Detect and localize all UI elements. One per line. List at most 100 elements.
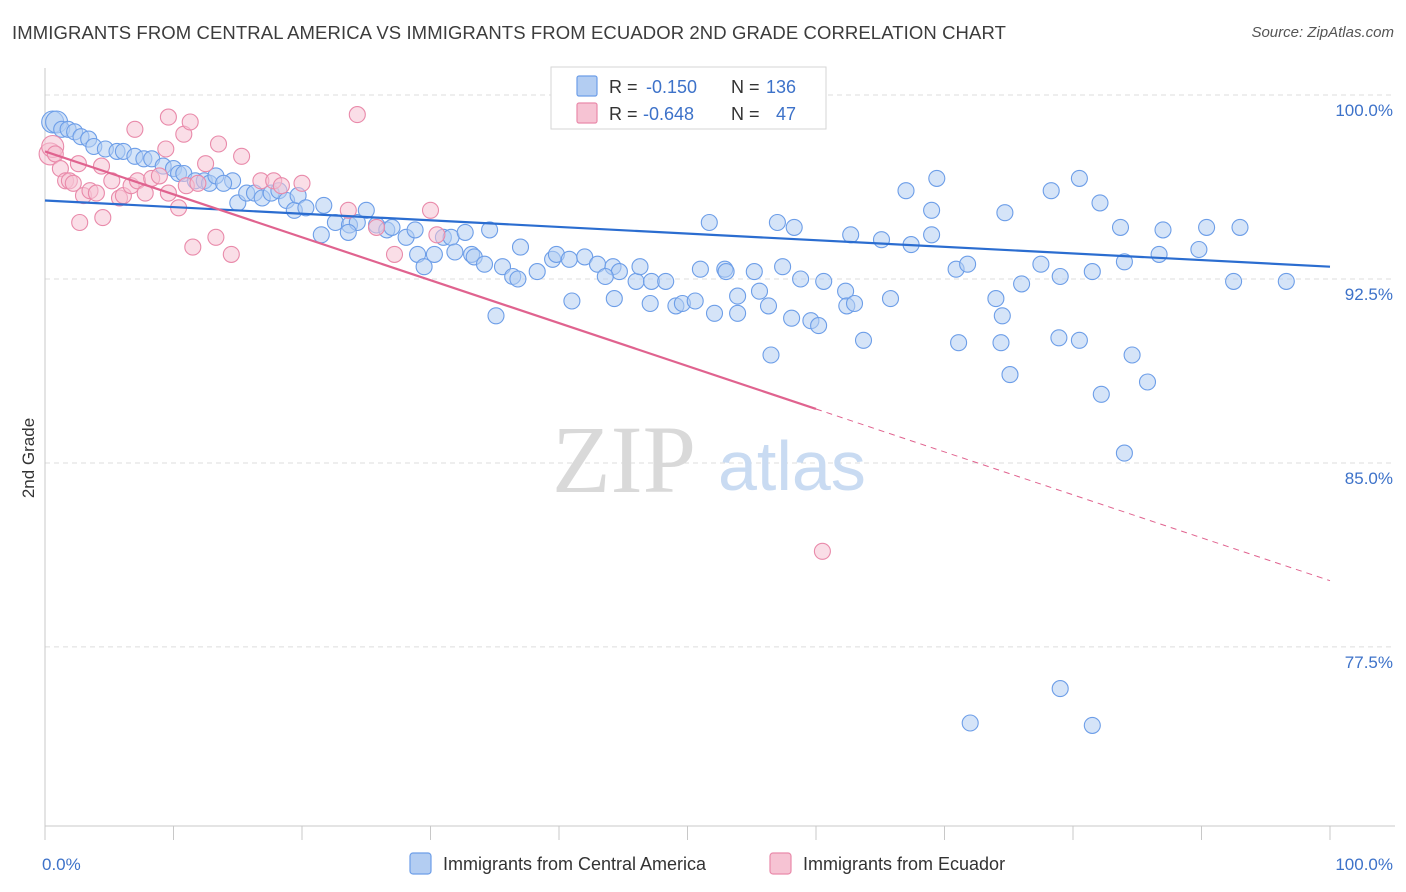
point-central-america (705, 304, 724, 322)
point-central-america (605, 290, 623, 308)
point-ecuador (189, 174, 207, 192)
point-central-america (627, 272, 645, 290)
point-central-america (923, 201, 941, 219)
point-central-america (481, 221, 499, 239)
point-central-america (717, 263, 735, 281)
point-ecuador (293, 174, 311, 192)
point-central-america (560, 250, 578, 268)
point-central-america (691, 260, 709, 278)
point-central-america (425, 245, 443, 263)
point-ecuador (233, 147, 251, 165)
legend-r-value-ecuador: -0.648 (643, 104, 694, 124)
point-central-america (339, 223, 357, 241)
legend-n-value-central-america: 136 (766, 77, 796, 97)
point-central-america (768, 213, 786, 232)
point-central-america (750, 282, 769, 300)
point-ecuador (181, 113, 199, 131)
stats-legend: R = -0.150 N = 136 R = -0.648 N = 47 (550, 66, 827, 130)
point-ecuador (64, 174, 82, 192)
point-ecuador (94, 209, 112, 227)
point-central-america (815, 272, 833, 290)
point-central-america (596, 267, 614, 286)
point-ecuador (421, 201, 440, 219)
point-central-america (987, 290, 1005, 308)
watermark-zip: ZIP (552, 406, 696, 513)
legend-n-label: N = (731, 77, 760, 97)
point-ecuador (126, 120, 144, 138)
point-central-america (729, 287, 747, 305)
point-ecuador (184, 238, 202, 256)
point-central-america (383, 218, 401, 236)
point-central-america (1277, 272, 1295, 290)
point-central-america (509, 270, 527, 288)
y-tick-labels: 100.0% 92.5% 85.0% 77.5% (1335, 101, 1393, 672)
legend-r-label: R = (609, 77, 638, 97)
point-ecuador (813, 542, 831, 560)
point-central-america (1190, 240, 1208, 259)
x-tick-labels: 0.0% 100.0% (42, 855, 1393, 874)
point-central-america (1115, 253, 1133, 271)
watermark: ZIP atlas (552, 406, 866, 513)
point-ecuador (348, 106, 366, 124)
point-central-america (475, 255, 494, 273)
point-central-america (686, 292, 704, 310)
trend-line-ecuador (44, 150, 817, 411)
point-central-america (842, 226, 860, 244)
point-central-america (1042, 182, 1060, 200)
point-central-america (785, 218, 803, 236)
chart-title: IMMIGRANTS FROM CENTRAL AMERICA VS IMMIG… (12, 22, 1006, 43)
point-central-america (872, 231, 891, 249)
point-central-america (657, 272, 675, 290)
chart-source: Source: ZipAtlas.com (1251, 24, 1394, 41)
point-central-america (961, 714, 979, 732)
point-central-america (745, 263, 763, 281)
point-central-america (576, 248, 594, 266)
bottom-legend-swatch-central-america (409, 852, 432, 875)
legend-swatch-central-america (576, 75, 598, 97)
point-central-america (1050, 329, 1068, 347)
point-central-america (1083, 263, 1101, 281)
legend-r-label: R = (609, 104, 638, 124)
point-central-america (631, 258, 649, 276)
legend-r-value-central-america: -0.150 (646, 77, 697, 97)
point-central-america (897, 182, 915, 200)
point-central-america (563, 292, 581, 310)
point-central-america (759, 297, 778, 315)
point-central-america (1154, 221, 1172, 239)
y-axis-title: 2nd Grade (19, 418, 38, 498)
legend-swatch-ecuador (576, 102, 598, 124)
point-central-america (1123, 346, 1141, 364)
legend-n-value-ecuador: 47 (776, 104, 796, 124)
point-ecuador (428, 226, 446, 244)
data-points (38, 106, 1295, 734)
point-central-america (1115, 444, 1133, 462)
point-ecuador (367, 218, 386, 236)
point-central-america (792, 270, 810, 288)
point-central-america (810, 317, 828, 335)
point-ecuador (159, 108, 177, 126)
watermark-atlas: atlas (718, 427, 866, 505)
point-central-america (1032, 255, 1050, 273)
y-tick-label: 92.5% (1345, 285, 1393, 304)
y-tick-label: 100.0% (1335, 101, 1393, 120)
point-central-america (406, 221, 424, 239)
point-ecuador (197, 155, 215, 173)
point-ecuador (385, 245, 404, 263)
point-central-america (1051, 267, 1069, 286)
point-central-america (1091, 194, 1109, 212)
point-central-america (297, 199, 315, 217)
point-ecuador (150, 167, 168, 185)
y-tick-label: 85.0% (1345, 469, 1393, 488)
point-central-america (511, 238, 530, 256)
point-central-america (881, 290, 900, 308)
point-central-america (1001, 366, 1019, 384)
point-ecuador (209, 135, 228, 153)
point-central-america (1083, 716, 1101, 734)
point-central-america (1225, 272, 1243, 290)
point-central-america (1150, 245, 1168, 263)
point-central-america (1051, 680, 1069, 698)
point-central-america (215, 174, 233, 192)
point-central-america (1111, 218, 1130, 236)
point-central-america (774, 258, 792, 276)
